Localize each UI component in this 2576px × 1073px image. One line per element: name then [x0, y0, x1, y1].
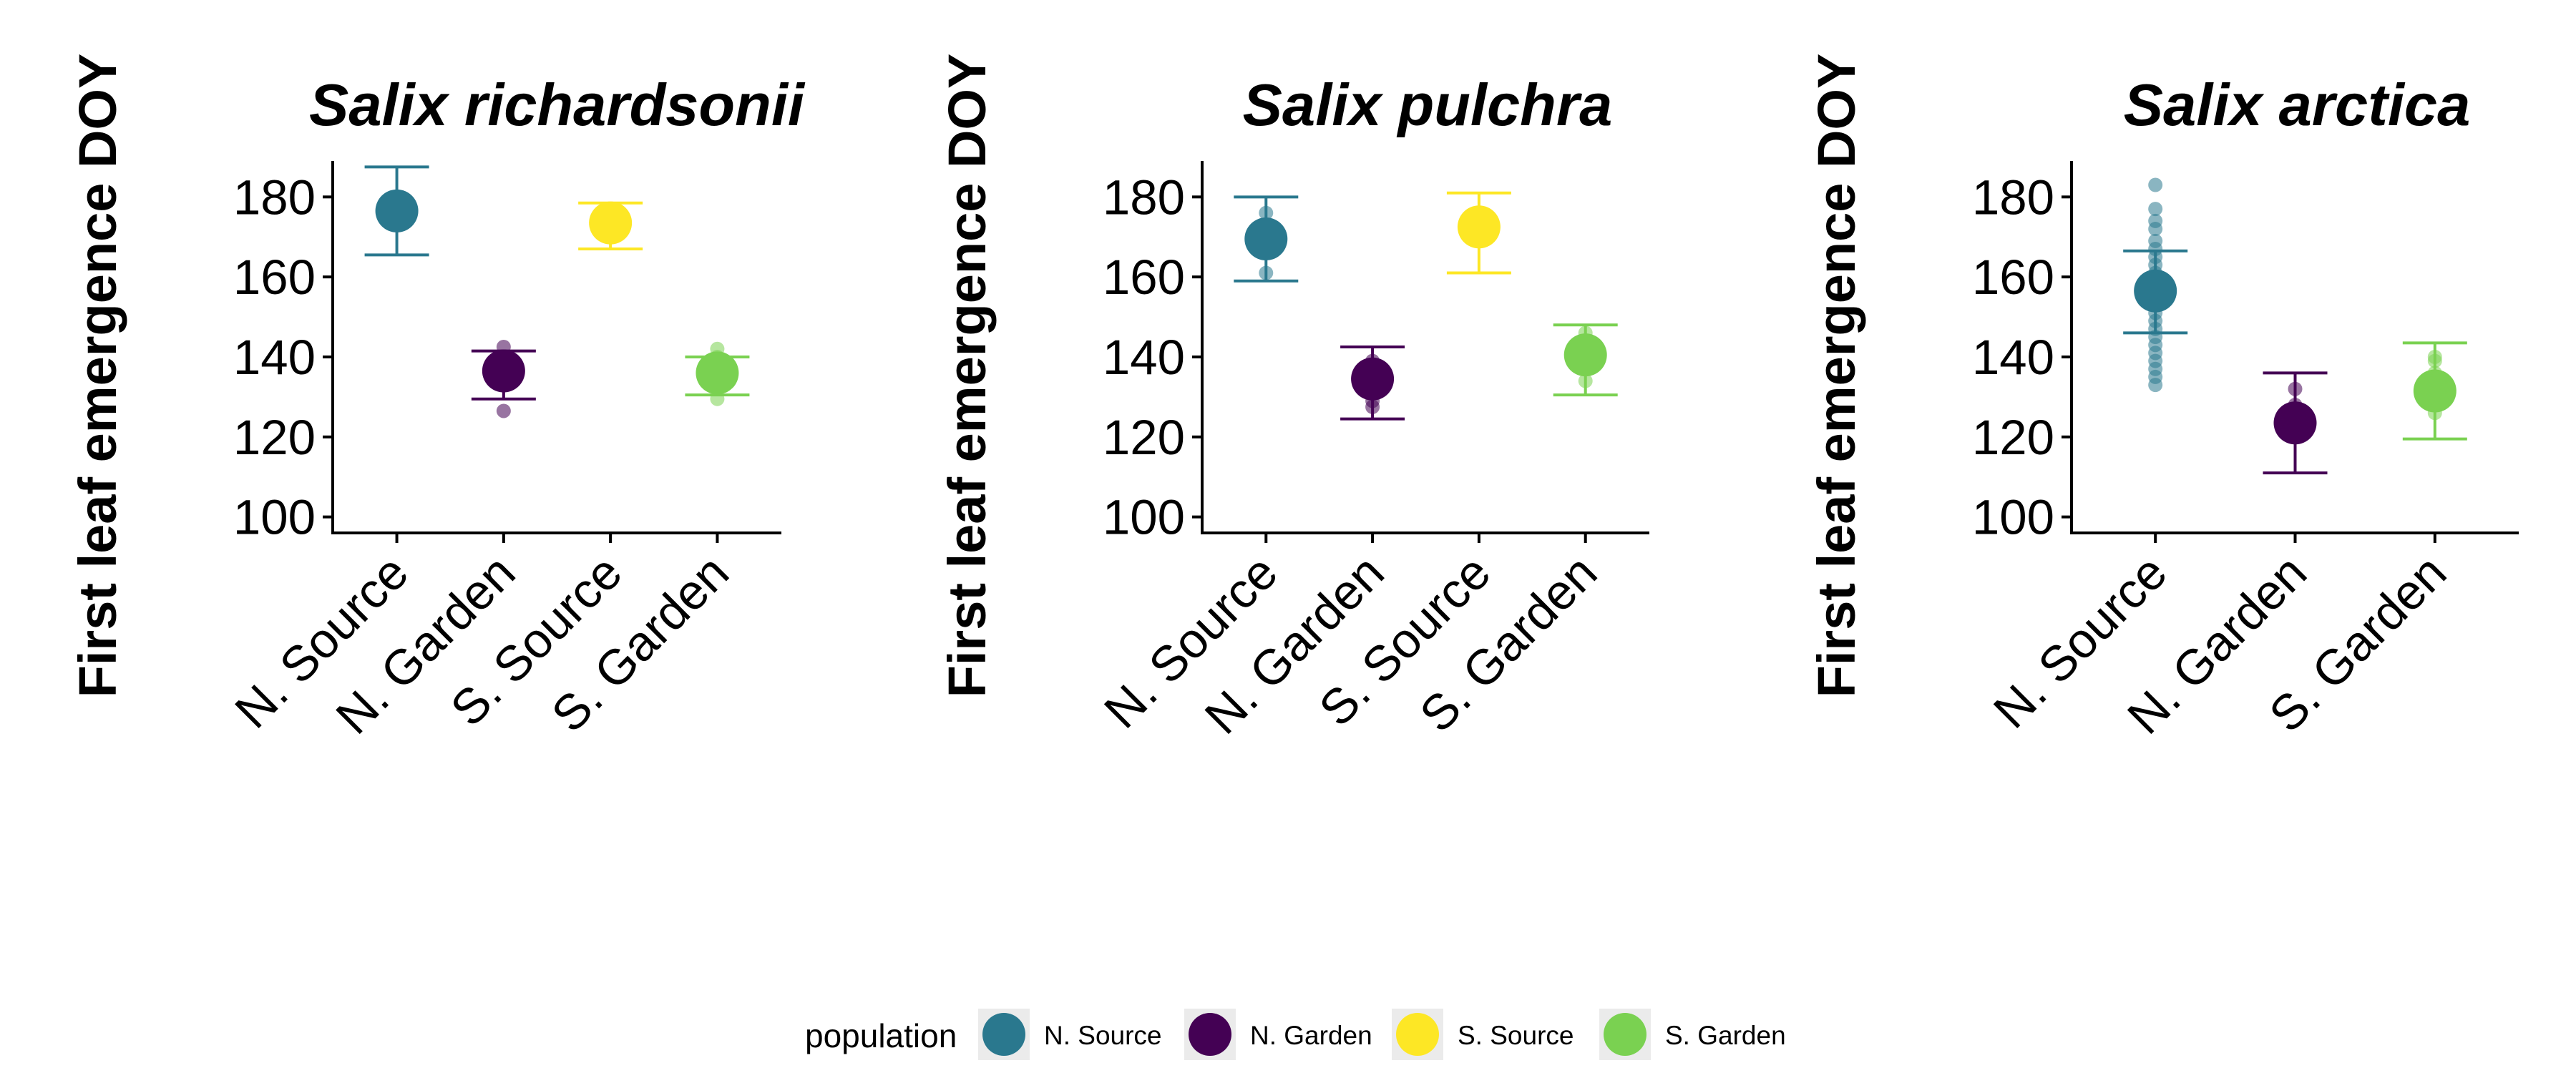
- y-tick-label: 100: [1103, 490, 1185, 545]
- panel-2: Salix pulchra First leaf emergence DOY 100…: [937, 54, 1649, 745]
- y-tick-label: 160: [1103, 250, 1185, 305]
- y-tick-label: 120: [1103, 410, 1185, 465]
- legend-key-n-garden: [1189, 1013, 1231, 1056]
- y-tick-label: 120: [1972, 410, 2054, 465]
- y-axis-label: First leaf emergence DOY: [937, 54, 997, 698]
- panel-title: Salix richardsonii: [309, 72, 806, 138]
- y-tick-label: 120: [233, 410, 316, 465]
- data-point: [2148, 177, 2163, 192]
- data-point: [2148, 233, 2163, 248]
- data-point: [2148, 202, 2163, 217]
- y-tick-label: 140: [233, 330, 316, 385]
- mean-point: [2134, 269, 2177, 313]
- panel-1: Salix richardsonii First leaf emergence D…: [68, 54, 806, 745]
- y-tick-label: 140: [1103, 330, 1185, 385]
- legend-key-s-source: [1396, 1013, 1439, 1056]
- y-tick-label: 180: [1103, 170, 1185, 225]
- mean-point: [1351, 357, 1395, 401]
- mean-point: [2413, 369, 2457, 413]
- y-tick-label: 160: [1972, 250, 2054, 305]
- mean-point: [696, 351, 739, 395]
- y-tick-label: 100: [1972, 490, 2054, 545]
- legend-label: S. Source: [1458, 1021, 1574, 1050]
- y-axis-label: First leaf emergence DOY: [1807, 54, 1866, 698]
- mean-point: [2273, 401, 2317, 445]
- y-tick-label: 100: [233, 490, 316, 545]
- mean-point: [1244, 217, 1288, 261]
- panel-title: Salix pulchra: [1243, 72, 1613, 138]
- panel-3: Salix arctica First leaf emergence DOY 100…: [1807, 54, 2519, 745]
- mean-point: [1457, 205, 1501, 249]
- mean-point: [375, 189, 419, 232]
- y-axis-label: First leaf emergence DOY: [68, 54, 127, 698]
- legend-label: S. Garden: [1665, 1021, 1786, 1050]
- y-tick-label: 160: [233, 250, 316, 305]
- legend-label: N. Source: [1044, 1021, 1162, 1050]
- data-point: [496, 403, 511, 418]
- legend-key-n-source: [982, 1013, 1025, 1056]
- legend-label: N. Garden: [1250, 1021, 1372, 1050]
- mean-point: [1563, 333, 1607, 377]
- mean-point: [589, 201, 633, 245]
- y-tick-label: 140: [1972, 330, 2054, 385]
- legend: population N. Source N. Garden S. Source S. …: [805, 1009, 1786, 1060]
- mean-point: [482, 349, 525, 393]
- data-point: [2148, 213, 2163, 228]
- legend-key-s-garden: [1604, 1013, 1646, 1056]
- y-tick-label: 180: [1972, 170, 2054, 225]
- y-tick-label: 180: [233, 170, 316, 225]
- panel-title: Salix arctica: [2124, 72, 2471, 138]
- legend-title: population: [805, 1017, 957, 1054]
